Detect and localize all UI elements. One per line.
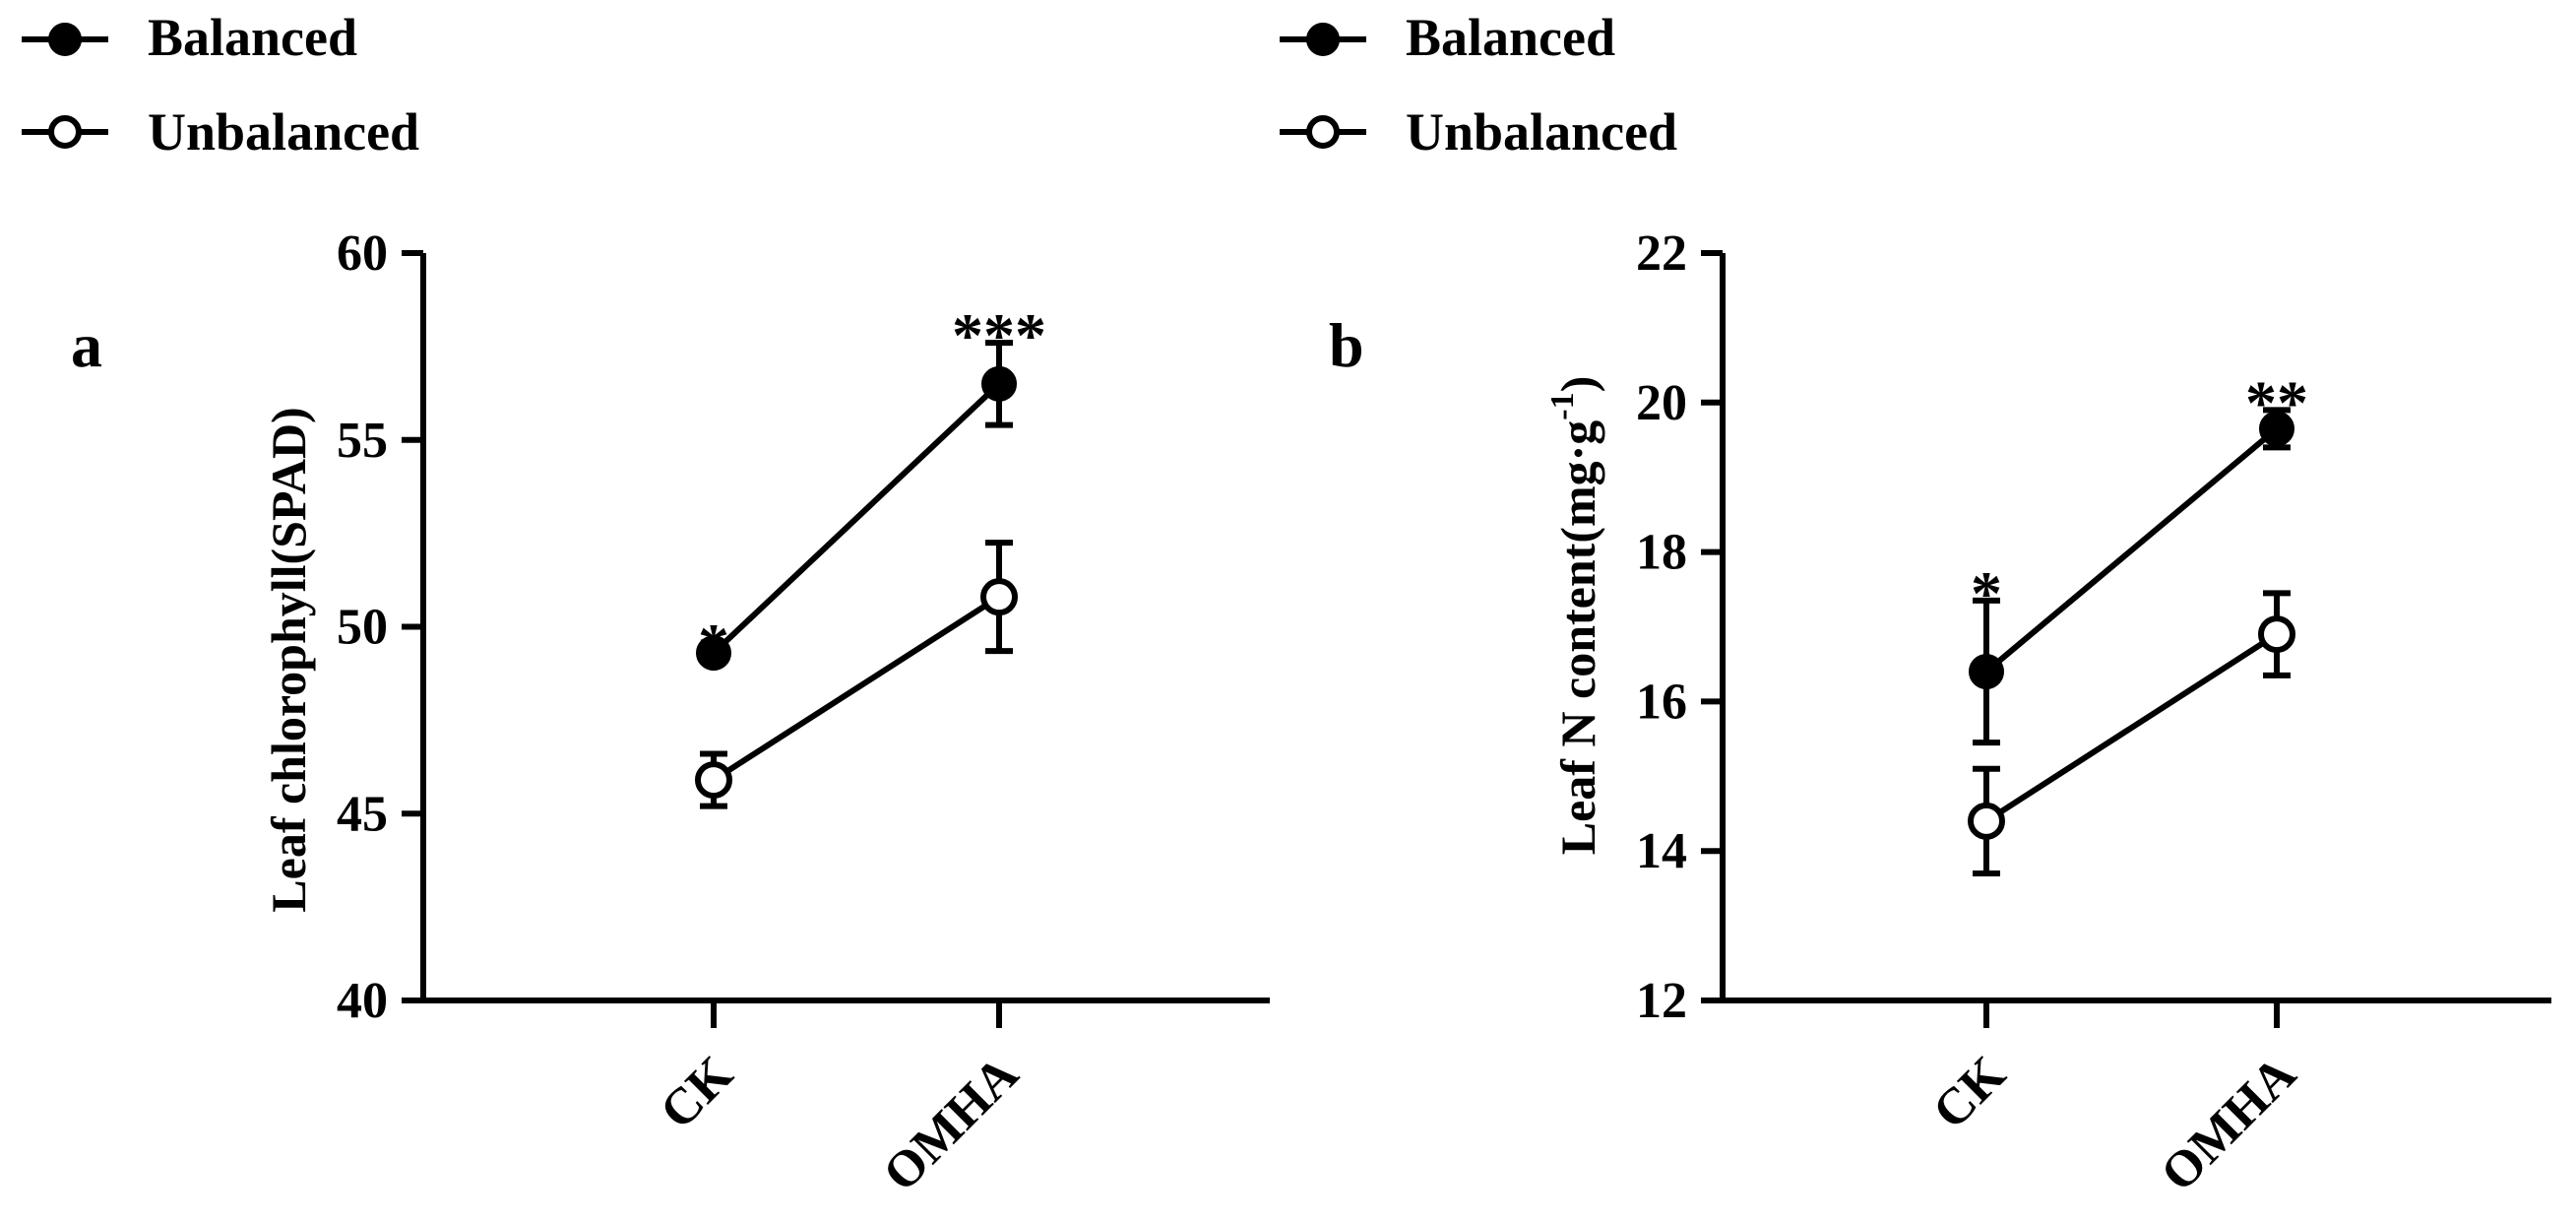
y-ticks: 40 45 50 55 60	[337, 225, 423, 1029]
x-tick-label: CK	[1922, 1046, 2017, 1140]
data-point-balanced	[696, 635, 731, 672]
series-group	[695, 340, 1018, 809]
series-line-unbalanced	[712, 594, 1001, 783]
data-point-balanced	[981, 365, 1017, 402]
y-tick-label: 22	[1636, 225, 1687, 282]
legend-label-balanced: Balanced	[148, 8, 357, 67]
legend-entry-balanced: Balanced	[1280, 8, 1615, 67]
y-axis-label: Leaf N content(mg·g-1)	[1544, 376, 1605, 856]
y-tick-label: 55	[337, 413, 388, 469]
x-ticks: CK OMHA	[1922, 1000, 2307, 1202]
y-axis-label: Leaf chlorophyll(SPAD)	[261, 407, 316, 912]
y-tick-label: 40	[337, 973, 388, 1029]
legend-entry-balanced: Balanced	[22, 8, 357, 67]
panel-label: b	[1329, 310, 1364, 380]
significance-marker: *	[698, 611, 729, 680]
legend: Balanced Unbalanced	[22, 8, 419, 161]
y-tick-label: 60	[337, 225, 388, 282]
series-line-balanced	[711, 381, 1002, 656]
y-tick-label: 14	[1636, 823, 1687, 879]
y-axis-label-superscript: -1	[1544, 392, 1581, 419]
legend-marker-unbalanced-icon	[1306, 115, 1340, 149]
legend-label-unbalanced: Unbalanced	[148, 102, 419, 161]
y-tick-label: 16	[1636, 674, 1687, 730]
data-point-unbalanced	[2258, 615, 2295, 654]
legend-entry-unbalanced: Unbalanced	[22, 102, 419, 161]
panel-label: a	[71, 310, 102, 380]
data-point-balanced	[1969, 654, 2004, 690]
legend-label-balanced: Balanced	[1406, 8, 1615, 67]
y-axis-label-main: Leaf N content(mg·g	[1550, 420, 1605, 856]
x-tick-label: CK	[650, 1046, 744, 1140]
y-tick-label: 18	[1636, 525, 1687, 581]
y-tick-label: 45	[337, 786, 388, 842]
chart-panel-a: Balanced Unbalanced a Leaf chlorophyll(S…	[22, 8, 1270, 1202]
series-line-unbalanced	[1984, 631, 2279, 824]
data-point-unbalanced	[1968, 802, 2005, 840]
y-axis-label-tail: )	[1550, 376, 1605, 393]
y-ticks: 12 14 16 18 20 22	[1636, 225, 1723, 1029]
chart-panel-b: Balanced Unbalanced b Leaf N content(mg·…	[1280, 8, 2551, 1202]
y-tick-label: 12	[1636, 973, 1687, 1029]
significance-marker: **	[2245, 367, 2308, 437]
data-point-balanced	[2259, 411, 2294, 447]
data-point-unbalanced	[980, 578, 1018, 616]
significance-marker: ***	[952, 300, 1046, 370]
x-tick-label: OMHA	[873, 1046, 1030, 1202]
data-point-unbalanced	[695, 761, 732, 800]
significance-marker: *	[1971, 558, 2002, 628]
significance-annotations: ****	[698, 300, 1046, 680]
legend-marker-unbalanced-icon	[48, 115, 82, 149]
legend: Balanced Unbalanced	[1280, 8, 1677, 161]
legend-marker-balanced-icon	[1306, 23, 1340, 56]
legend-label-unbalanced: Unbalanced	[1406, 102, 1677, 161]
series-line-balanced	[1984, 426, 2279, 675]
y-tick-label: 20	[1636, 375, 1687, 431]
x-tick-label: OMHA	[2151, 1046, 2307, 1202]
series-group	[1968, 407, 2295, 876]
x-ticks: CK OMHA	[650, 1000, 1030, 1202]
legend-marker-balanced-icon	[48, 23, 82, 56]
y-axis-label-main: Leaf chlorophyll(SPAD)	[261, 407, 316, 912]
significance-annotations: ***	[1971, 367, 2308, 628]
legend-entry-unbalanced: Unbalanced	[1280, 102, 1677, 161]
y-tick-label: 50	[337, 600, 388, 656]
